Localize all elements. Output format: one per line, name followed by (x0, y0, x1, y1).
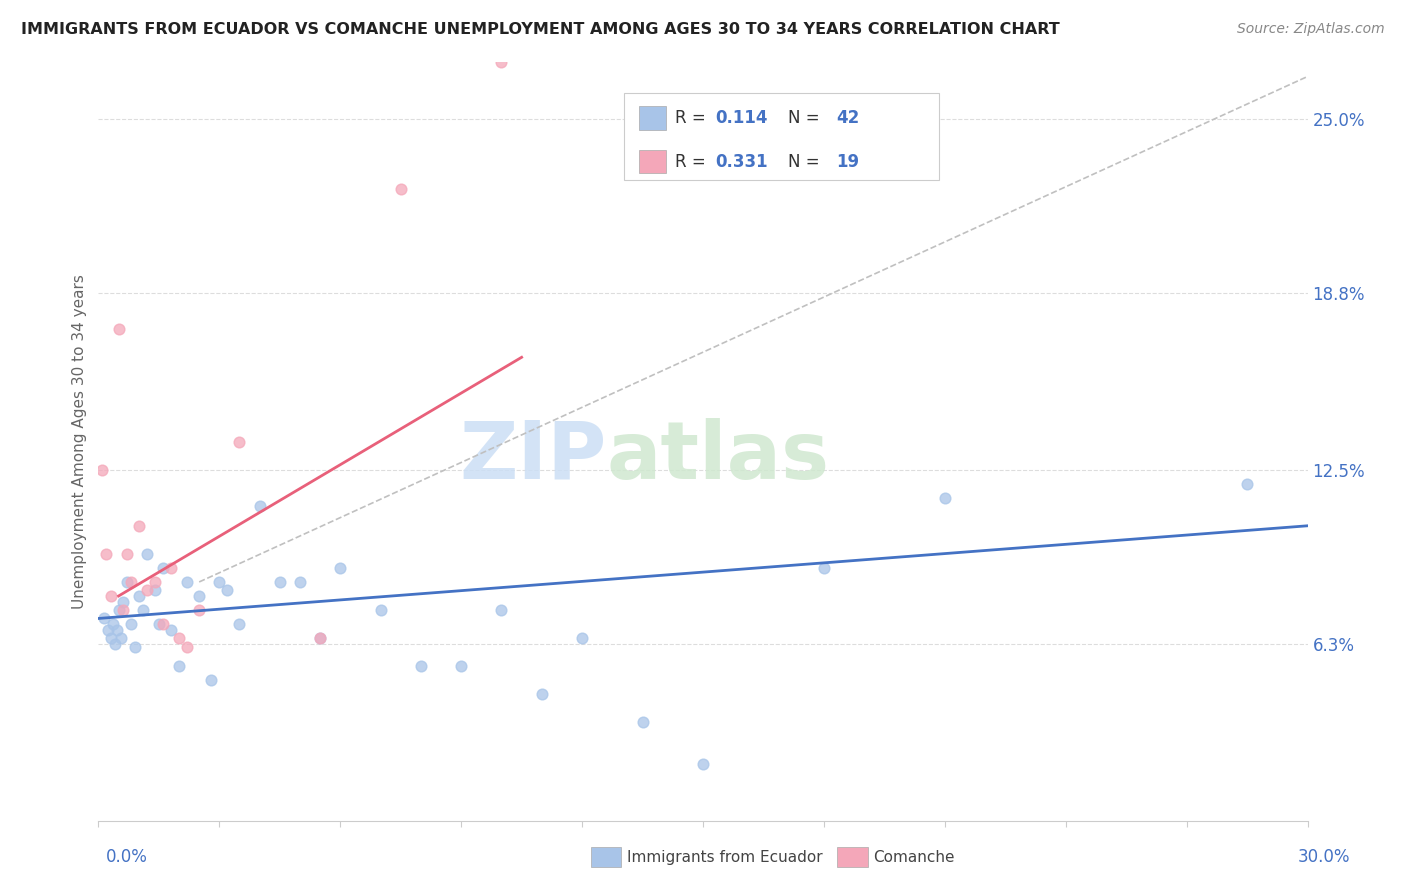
Point (115, 574, 138, 589)
Point (176, 574, 198, 589)
Point (188, 603, 211, 617)
Point (450, 659, 472, 673)
Point (97, 623, 120, 637)
Text: Immigrants from Ecuador: Immigrants from Ecuador (627, 850, 823, 864)
Point (100, 631, 122, 645)
Point (91, 462, 114, 476)
Point (269, 574, 291, 589)
Point (152, 617, 174, 632)
Point (120, 617, 142, 632)
Point (309, 631, 332, 645)
Point (135, 547, 157, 561)
Point (128, 518, 150, 533)
Point (143, 583, 166, 598)
Point (160, 561, 183, 575)
Point (124, 640, 146, 654)
Point (228, 617, 250, 632)
Text: 30.0%: 30.0% (1298, 848, 1350, 866)
Text: Comanche: Comanche (873, 850, 955, 864)
Text: 0.0%: 0.0% (105, 848, 148, 866)
Point (115, 547, 138, 561)
Point (491, 603, 513, 617)
Point (200, 673, 222, 688)
Point (249, 499, 271, 513)
Point (934, 491, 956, 505)
FancyBboxPatch shape (638, 150, 665, 173)
Text: IMMIGRANTS FROM ECUADOR VS COMANCHE UNEMPLOYMENT AMONG AGES 30 TO 34 YEARS CORRE: IMMIGRANTS FROM ECUADOR VS COMANCHE UNEM… (21, 22, 1060, 37)
Text: 19: 19 (837, 153, 859, 171)
FancyBboxPatch shape (624, 93, 939, 180)
Point (409, 659, 432, 673)
Point (105, 623, 128, 637)
Point (167, 631, 190, 645)
Point (101, 617, 124, 632)
Point (813, 561, 835, 575)
Point (107, 322, 129, 336)
Point (176, 640, 198, 654)
Point (160, 623, 183, 637)
Point (111, 603, 134, 617)
Text: R =: R = (675, 153, 711, 171)
Point (135, 583, 157, 598)
Point (128, 589, 150, 603)
Text: 42: 42 (837, 110, 859, 128)
Point (107, 603, 129, 617)
Point (228, 434, 250, 449)
Point (370, 603, 392, 617)
Point (111, 594, 134, 608)
Point (167, 659, 190, 673)
Point (152, 561, 174, 575)
Point (208, 574, 231, 589)
Point (329, 561, 352, 575)
Point (132, 603, 155, 617)
Point (103, 637, 125, 651)
Point (110, 631, 132, 645)
Point (217, 583, 239, 598)
Text: N =: N = (787, 110, 824, 128)
Point (188, 589, 211, 603)
FancyBboxPatch shape (638, 106, 665, 129)
Point (309, 631, 332, 645)
Point (93, 611, 115, 625)
Text: R =: R = (675, 110, 711, 128)
Y-axis label: Unemployment Among Ages 30 to 34 years: Unemployment Among Ages 30 to 34 years (72, 274, 87, 609)
Text: 0.114: 0.114 (716, 110, 768, 128)
Point (120, 574, 142, 589)
Point (530, 687, 553, 701)
Point (692, 757, 714, 772)
Point (389, 182, 412, 196)
Point (143, 574, 166, 589)
Point (491, 55, 513, 70)
Point (288, 574, 311, 589)
Text: N =: N = (787, 153, 824, 171)
Text: atlas: atlas (606, 417, 830, 496)
Point (571, 631, 593, 645)
Point (1236, 476, 1258, 491)
Text: ZIP: ZIP (458, 417, 606, 496)
Point (631, 715, 654, 730)
Text: Source: ZipAtlas.com: Source: ZipAtlas.com (1237, 22, 1385, 37)
Text: 0.331: 0.331 (716, 153, 768, 171)
Point (100, 589, 122, 603)
Point (96, 547, 118, 561)
Point (148, 617, 170, 632)
